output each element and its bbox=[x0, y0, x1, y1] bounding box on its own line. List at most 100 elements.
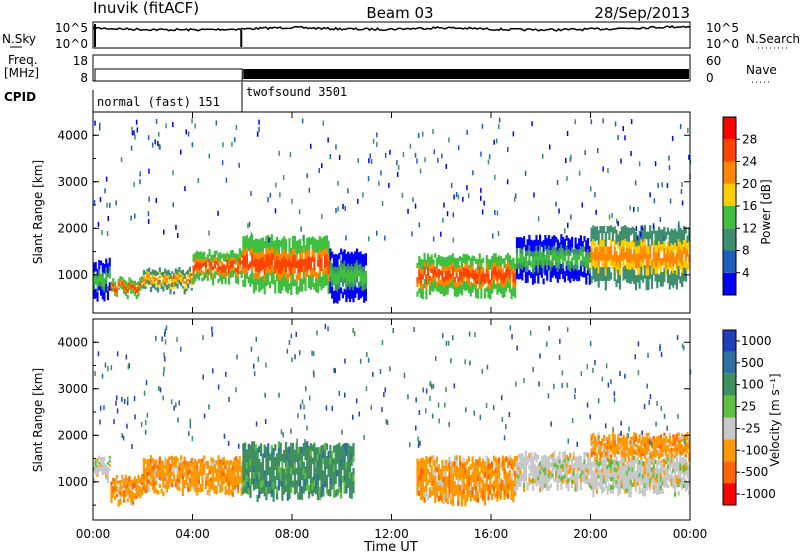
heatmap-cell bbox=[334, 477, 337, 485]
heatmap-cell bbox=[523, 241, 526, 247]
heatmap-cell bbox=[586, 259, 590, 265]
heatmap-cell bbox=[272, 271, 275, 279]
heatmap-cell bbox=[494, 472, 497, 479]
heatmap-cell bbox=[437, 495, 440, 502]
heatmap-cell bbox=[581, 256, 584, 262]
heatmap-cell bbox=[528, 234, 531, 241]
heatmap-cell bbox=[675, 463, 678, 469]
heatmap-cell bbox=[345, 442, 348, 450]
heatmap-scatter-cell bbox=[590, 186, 592, 192]
heatmap-cell bbox=[242, 267, 245, 275]
heatmap-scatter-cell bbox=[274, 208, 277, 214]
heatmap-cell bbox=[347, 251, 350, 258]
heatmap-cell bbox=[658, 481, 661, 486]
heatmap-cell bbox=[574, 253, 577, 259]
heatmap-cell bbox=[681, 481, 684, 486]
heatmap-cell bbox=[640, 266, 643, 274]
heatmap-cell bbox=[618, 432, 622, 436]
noise-right-tick-bottom: 10^0 bbox=[706, 37, 739, 51]
heatmap-cell bbox=[535, 265, 538, 271]
heatmap-cell bbox=[457, 286, 460, 292]
heatmap-cell bbox=[361, 266, 364, 273]
heatmap-cell bbox=[416, 479, 419, 486]
heatmap-cell bbox=[132, 285, 135, 288]
heatmap-cell bbox=[492, 279, 495, 285]
heatmap-cell bbox=[108, 460, 111, 463]
heatmap-cell bbox=[675, 436, 678, 440]
heatmap-cell bbox=[238, 254, 241, 259]
heatmap-cell bbox=[224, 460, 227, 466]
heatmap-cell bbox=[499, 463, 503, 469]
heatmap-cell bbox=[265, 453, 268, 461]
heatmap-cell bbox=[196, 257, 199, 262]
heatmap-cell bbox=[597, 258, 600, 267]
heatmap-cell bbox=[643, 265, 646, 273]
heatmap-cell bbox=[316, 486, 320, 494]
heatmap-cell bbox=[563, 470, 566, 475]
heatmap-cell bbox=[631, 471, 634, 476]
heatmap-scatter-cell bbox=[357, 198, 359, 204]
heatmap-cell bbox=[505, 476, 508, 482]
heatmap-cell bbox=[571, 272, 574, 279]
heatmap-cell bbox=[217, 278, 220, 283]
heatmap-cell bbox=[315, 239, 318, 247]
heatmap-cell bbox=[556, 277, 559, 283]
heatmap-scatter-cell bbox=[595, 209, 597, 215]
heatmap-cell bbox=[430, 455, 433, 461]
heatmap-cell bbox=[201, 252, 204, 257]
heatmap-cell bbox=[341, 444, 344, 451]
heatmap-cell bbox=[626, 433, 629, 437]
heatmap-cell bbox=[174, 279, 177, 282]
heatmap-cell bbox=[165, 475, 168, 481]
heatmap-cell bbox=[308, 452, 311, 460]
heatmap-cell bbox=[185, 460, 188, 465]
heatmap-cell bbox=[615, 464, 618, 469]
heatmap-cell bbox=[475, 485, 478, 491]
heatmap-cell bbox=[485, 264, 488, 269]
heatmap-cell bbox=[313, 250, 316, 258]
heatmap-cell bbox=[263, 240, 266, 248]
heatmap-cell bbox=[423, 261, 426, 267]
heatmap-cell bbox=[263, 254, 266, 262]
heatmap-cell bbox=[108, 458, 111, 461]
heatmap-cell bbox=[631, 448, 634, 452]
heatmap-cell bbox=[528, 481, 531, 486]
heatmap-cell bbox=[204, 472, 208, 478]
heatmap-cell bbox=[627, 466, 630, 472]
heatmap-cell bbox=[645, 482, 648, 487]
heatmap-cell bbox=[115, 475, 118, 479]
heatmap-cell bbox=[197, 487, 200, 492]
heatmap-cell bbox=[325, 443, 328, 451]
heatmap-cell bbox=[565, 458, 568, 464]
heatmap-cell bbox=[432, 470, 435, 476]
colorbar-tick-label: 20 bbox=[742, 177, 757, 191]
heatmap-cell bbox=[94, 293, 97, 299]
heatmap-cell bbox=[148, 471, 151, 476]
heatmap-cell bbox=[450, 482, 453, 488]
heatmap-scatter-cell bbox=[407, 208, 409, 214]
heatmap-cell bbox=[677, 440, 680, 444]
heatmap-cell bbox=[599, 253, 602, 261]
heatmap-cell bbox=[540, 256, 543, 263]
heatmap-cell bbox=[631, 267, 634, 275]
heatmap-cell bbox=[663, 443, 666, 447]
heatmap-cell bbox=[686, 242, 689, 250]
heatmap-cell bbox=[661, 476, 664, 482]
heatmap-cell bbox=[526, 250, 529, 256]
heatmap-cell bbox=[194, 467, 197, 472]
heatmap-cell bbox=[446, 289, 449, 295]
heatmap-cell bbox=[174, 456, 177, 461]
heatmap-cell bbox=[515, 247, 519, 254]
heatmap-cell bbox=[658, 489, 661, 495]
heatmap-cell bbox=[533, 255, 536, 262]
heatmap-cell bbox=[313, 473, 316, 481]
heatmap-cell bbox=[304, 277, 307, 285]
heatmap-cell bbox=[508, 255, 511, 261]
heatmap-cell bbox=[672, 480, 675, 485]
heatmap-cell bbox=[622, 440, 625, 444]
heatmap-cell bbox=[167, 484, 170, 489]
heatmap-cell bbox=[510, 494, 513, 501]
heatmap-cell bbox=[188, 486, 192, 492]
heatmap-cell bbox=[645, 478, 648, 483]
heatmap-cell bbox=[633, 455, 636, 460]
